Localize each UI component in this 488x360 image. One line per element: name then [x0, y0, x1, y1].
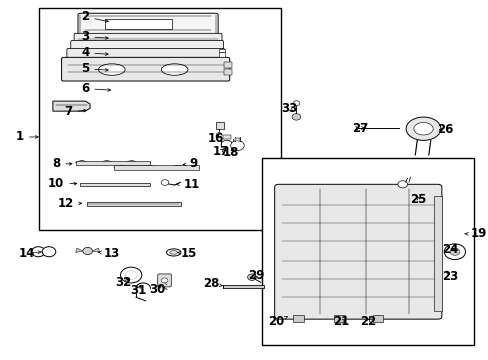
Text: 9: 9 [183, 157, 198, 170]
Polygon shape [53, 101, 90, 111]
Circle shape [42, 247, 56, 257]
Ellipse shape [166, 249, 181, 256]
Ellipse shape [413, 122, 432, 135]
Text: 6: 6 [81, 82, 110, 95]
Bar [114, 165, 199, 170]
Text: 15: 15 [178, 247, 197, 260]
Polygon shape [76, 248, 82, 252]
Text: 28: 28 [203, 278, 222, 291]
Text: 23: 23 [441, 270, 457, 283]
Text: 2: 2 [81, 10, 108, 23]
Ellipse shape [161, 64, 187, 75]
FancyBboxPatch shape [74, 33, 222, 42]
Bar [224, 62, 231, 68]
Text: 7: 7 [64, 105, 86, 118]
Bar [224, 69, 231, 75]
Bar [223, 135, 230, 139]
Bar [80, 183, 150, 186]
Text: 27: 27 [352, 122, 368, 135]
Bar [261, 158, 473, 345]
Bar [76, 161, 150, 165]
Bar [433, 196, 441, 311]
Text: 33: 33 [281, 102, 297, 115]
Text: 10: 10 [48, 177, 77, 190]
Circle shape [230, 140, 244, 150]
FancyBboxPatch shape [71, 41, 223, 50]
Polygon shape [92, 248, 100, 252]
Text: 24: 24 [441, 243, 457, 256]
Text: 26: 26 [436, 123, 452, 136]
Circle shape [292, 101, 299, 106]
Circle shape [397, 181, 407, 188]
Text: 18: 18 [223, 146, 239, 159]
Text: 22: 22 [359, 315, 375, 328]
Bar [292, 315, 303, 321]
Text: 5: 5 [81, 62, 108, 75]
Text: 20: 20 [267, 315, 287, 328]
Circle shape [32, 247, 45, 257]
FancyBboxPatch shape [78, 13, 218, 35]
Circle shape [125, 271, 137, 279]
Text: 17: 17 [212, 145, 228, 158]
Text: 4: 4 [81, 46, 108, 59]
Ellipse shape [169, 251, 177, 254]
Circle shape [216, 133, 222, 137]
Bar [39, 8, 281, 230]
FancyBboxPatch shape [158, 274, 171, 287]
Circle shape [449, 248, 459, 255]
Text: 3: 3 [81, 30, 108, 43]
Text: 8: 8 [52, 157, 72, 170]
FancyBboxPatch shape [61, 57, 229, 81]
Text: 21: 21 [332, 315, 349, 328]
Text: 1: 1 [16, 130, 38, 144]
Text: 19: 19 [464, 227, 486, 240]
Ellipse shape [405, 117, 440, 140]
FancyBboxPatch shape [274, 184, 441, 319]
Text: 31: 31 [130, 284, 146, 297]
Bar [86, 202, 181, 206]
Bar [104, 19, 172, 29]
Circle shape [291, 114, 300, 120]
Bar [215, 122, 224, 129]
Circle shape [444, 244, 465, 260]
Text: 16: 16 [207, 132, 224, 145]
Bar [372, 315, 383, 321]
Text: 25: 25 [409, 193, 426, 206]
Text: 13: 13 [98, 247, 120, 260]
Text: 32: 32 [115, 276, 131, 289]
Circle shape [161, 180, 168, 185]
Text: 12: 12 [58, 197, 81, 210]
Text: 30: 30 [149, 283, 165, 296]
Bar [219, 52, 224, 57]
Bar [234, 138, 240, 140]
Bar [333, 315, 344, 321]
Circle shape [82, 247, 92, 255]
Polygon shape [223, 285, 264, 288]
Text: 11: 11 [176, 178, 199, 191]
Ellipse shape [99, 64, 125, 75]
Text: 29: 29 [248, 269, 264, 282]
Circle shape [161, 278, 167, 283]
FancyBboxPatch shape [67, 48, 224, 59]
Circle shape [247, 274, 256, 280]
Text: 14: 14 [19, 247, 41, 260]
Circle shape [120, 267, 142, 283]
Bar [219, 49, 224, 52]
